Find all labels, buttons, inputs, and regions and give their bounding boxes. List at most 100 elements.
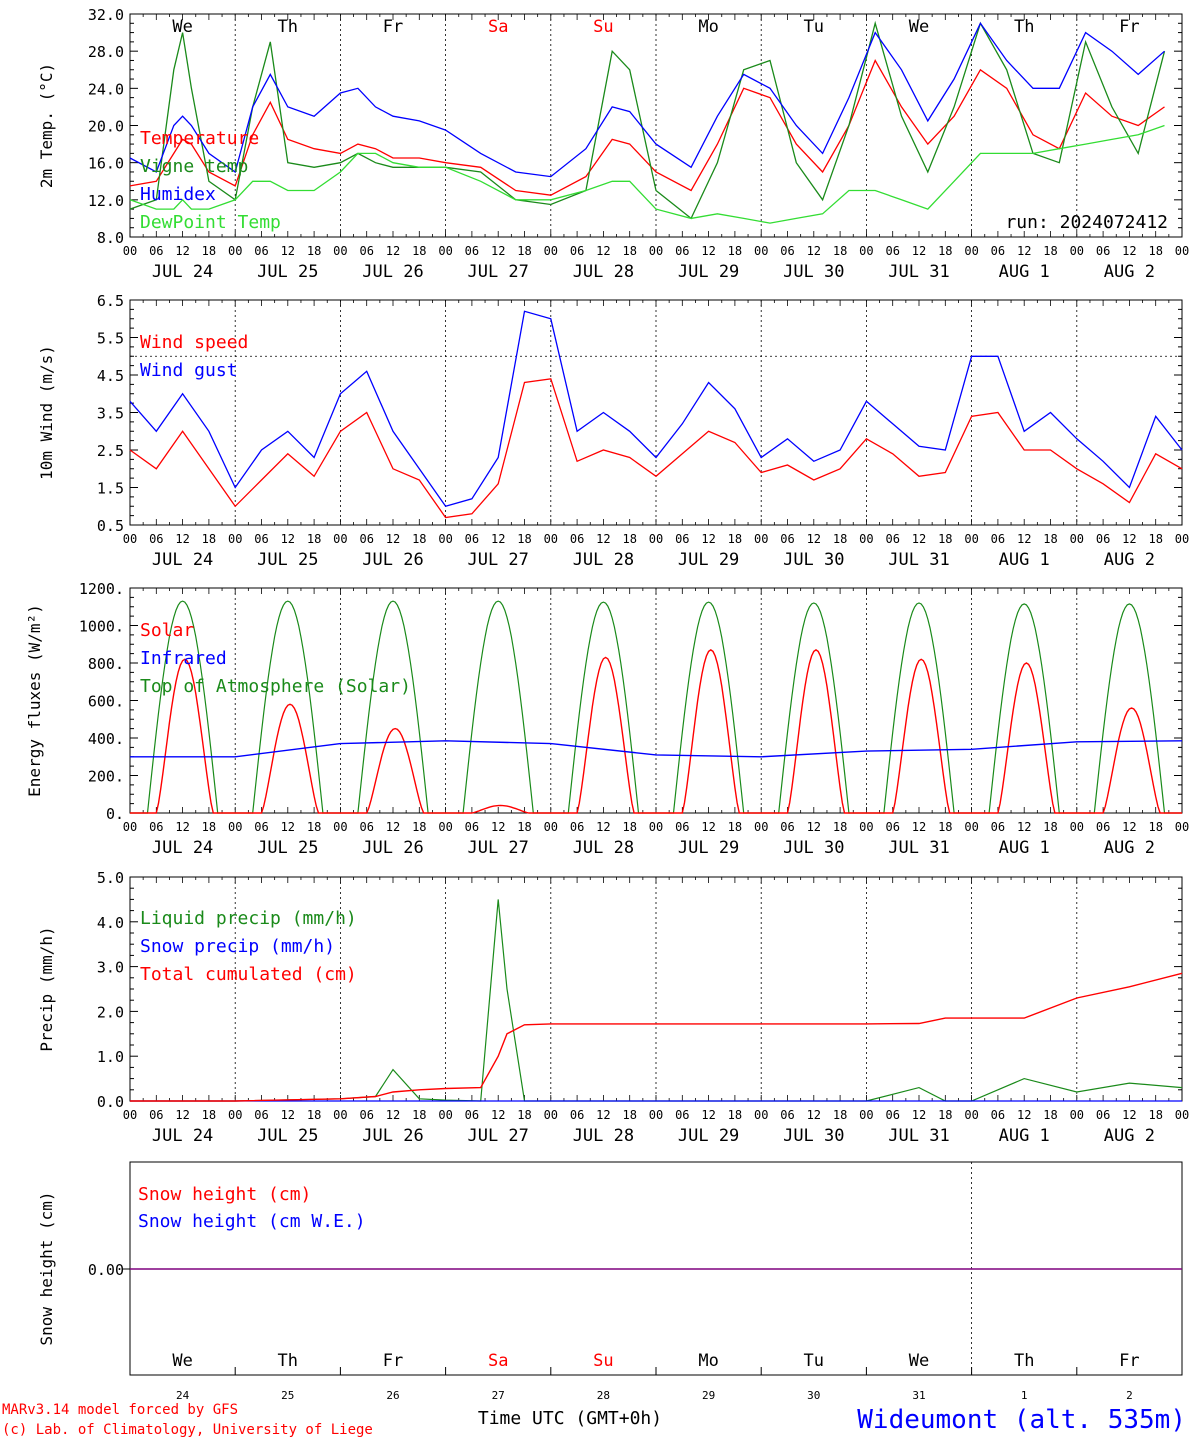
hour-tick-label: 06 bbox=[149, 532, 163, 546]
hour-tick-label: 12 bbox=[596, 532, 610, 546]
hour-tick-label: 06 bbox=[780, 820, 794, 834]
series-wind-gust bbox=[129, 310, 1183, 508]
date-label: AUG 2 bbox=[1104, 838, 1155, 858]
hour-tick-label: 18 bbox=[307, 820, 321, 834]
y-tick-label: 200. bbox=[88, 768, 124, 786]
day-number-label: 29 bbox=[702, 1389, 715, 1402]
date-label: JUL 24 bbox=[152, 838, 213, 858]
date-label: AUG 2 bbox=[1104, 550, 1155, 570]
weekday-label: Sa bbox=[488, 17, 508, 37]
hour-tick-label: 12 bbox=[1122, 244, 1136, 258]
hour-tick-label: 12 bbox=[1017, 244, 1031, 258]
hour-tick-label: 12 bbox=[807, 820, 821, 834]
hour-tick-label: 00 bbox=[859, 820, 873, 834]
date-label: AUG 1 bbox=[999, 262, 1050, 282]
series-liquid-precip bbox=[130, 899, 1183, 1102]
legend-snow-precip-mm-h: Snow precip (mm/h) bbox=[140, 936, 335, 957]
date-label: JUL 29 bbox=[678, 262, 739, 282]
day-number-label: 24 bbox=[176, 1389, 190, 1402]
hour-tick-label: 12 bbox=[596, 1108, 610, 1122]
hour-tick-label: 18 bbox=[728, 820, 742, 834]
weekday-label: Th bbox=[278, 1351, 298, 1371]
hour-tick-label: 12 bbox=[386, 820, 400, 834]
date-label: JUL 24 bbox=[152, 262, 213, 282]
weekday-label: We bbox=[909, 17, 929, 37]
day-number-label: 30 bbox=[807, 1389, 820, 1402]
date-label: JUL 26 bbox=[362, 1126, 423, 1146]
weekday-label: Fr bbox=[383, 17, 403, 37]
legend-solar: Solar bbox=[140, 620, 194, 641]
date-label: JUL 24 bbox=[152, 550, 213, 570]
hour-tick-label: 00 bbox=[964, 532, 978, 546]
weekday-label: Th bbox=[1014, 1351, 1034, 1371]
y-tick-label: 2.5 bbox=[97, 442, 124, 460]
hour-tick-label: 18 bbox=[307, 1108, 321, 1122]
hour-tick-label: 00 bbox=[544, 532, 558, 546]
weekday-label: Su bbox=[593, 1351, 613, 1371]
hour-tick-label: 06 bbox=[570, 820, 584, 834]
y-tick-label: 2.0 bbox=[97, 1003, 124, 1021]
date-label: JUL 30 bbox=[783, 838, 844, 858]
hour-tick-label: 06 bbox=[149, 244, 163, 258]
hour-tick-label: 00 bbox=[859, 244, 873, 258]
hour-tick-label: 00 bbox=[544, 244, 558, 258]
hour-tick-label: 06 bbox=[780, 532, 794, 546]
legend-vigne-temp: Vigne temp bbox=[140, 156, 248, 177]
y-tick-label: 6.5 bbox=[97, 292, 124, 310]
time-axis-label: Time UTC (GMT+0h) bbox=[478, 1408, 662, 1429]
date-label: JUL 30 bbox=[783, 550, 844, 570]
hour-tick-label: 18 bbox=[833, 532, 847, 546]
hour-tick-label: 00 bbox=[754, 820, 768, 834]
hour-tick-label: 12 bbox=[281, 1108, 295, 1122]
hour-tick-label: 06 bbox=[1096, 1108, 1110, 1122]
y-tick-label: 0.5 bbox=[97, 517, 124, 535]
hour-tick-label: 00 bbox=[438, 532, 452, 546]
hour-tick-label: 12 bbox=[596, 244, 610, 258]
y-axis-label-2: Energy fluxes (W/m²) bbox=[25, 604, 44, 797]
legend-wind-speed: Wind speed bbox=[140, 332, 248, 353]
hour-tick-label: 18 bbox=[1148, 532, 1162, 546]
series-dewpoint-temp bbox=[129, 124, 1165, 224]
hour-tick-label: 00 bbox=[1175, 820, 1189, 834]
hour-tick-label: 00 bbox=[333, 1108, 347, 1122]
hour-tick-label: 06 bbox=[780, 1108, 794, 1122]
hour-tick-label: 06 bbox=[254, 532, 268, 546]
date-label: JUL 24 bbox=[152, 1126, 213, 1146]
hour-tick-label: 12 bbox=[386, 532, 400, 546]
hour-tick-label: 12 bbox=[701, 244, 715, 258]
hour-tick-label: 00 bbox=[1175, 1108, 1189, 1122]
weekday-label: Th bbox=[278, 17, 298, 37]
date-label: JUL 25 bbox=[257, 262, 318, 282]
date-label: JUL 29 bbox=[678, 550, 739, 570]
weekday-label: Tu bbox=[804, 1351, 824, 1371]
series-top-of-atmosphere-solar bbox=[130, 600, 1182, 814]
day-number-label: 27 bbox=[492, 1389, 505, 1402]
y-tick-label: 800. bbox=[88, 655, 124, 673]
day-number-label: 2 bbox=[1126, 1389, 1133, 1402]
date-label: JUL 25 bbox=[257, 838, 318, 858]
date-label: JUL 27 bbox=[467, 1126, 528, 1146]
day-number-label: 25 bbox=[281, 1389, 294, 1402]
date-label: JUL 28 bbox=[573, 262, 634, 282]
hour-tick-label: 18 bbox=[622, 1108, 636, 1122]
day-number-label: 1 bbox=[1021, 1389, 1028, 1402]
hour-tick-label: 00 bbox=[649, 1108, 663, 1122]
hour-tick-label: 18 bbox=[728, 532, 742, 546]
hour-tick-label: 12 bbox=[281, 244, 295, 258]
y-tick-label: 4.5 bbox=[97, 367, 124, 385]
hour-tick-label: 18 bbox=[517, 820, 531, 834]
run-label: run: 2024072412 bbox=[1005, 212, 1168, 233]
hour-tick-label: 06 bbox=[1096, 244, 1110, 258]
legend-temperature: Temperature bbox=[140, 128, 259, 149]
series-solar bbox=[130, 649, 1182, 814]
hour-tick-label: 12 bbox=[1122, 532, 1136, 546]
hour-tick-label: 06 bbox=[1096, 532, 1110, 546]
hour-tick-label: 00 bbox=[228, 532, 242, 546]
hour-tick-label: 12 bbox=[175, 820, 189, 834]
hour-tick-label: 18 bbox=[307, 244, 321, 258]
hour-tick-label: 18 bbox=[938, 244, 952, 258]
date-label: JUL 30 bbox=[783, 1126, 844, 1146]
hour-tick-label: 12 bbox=[701, 1108, 715, 1122]
weekday-label: We bbox=[909, 1351, 929, 1371]
hour-tick-label: 00 bbox=[438, 1108, 452, 1122]
